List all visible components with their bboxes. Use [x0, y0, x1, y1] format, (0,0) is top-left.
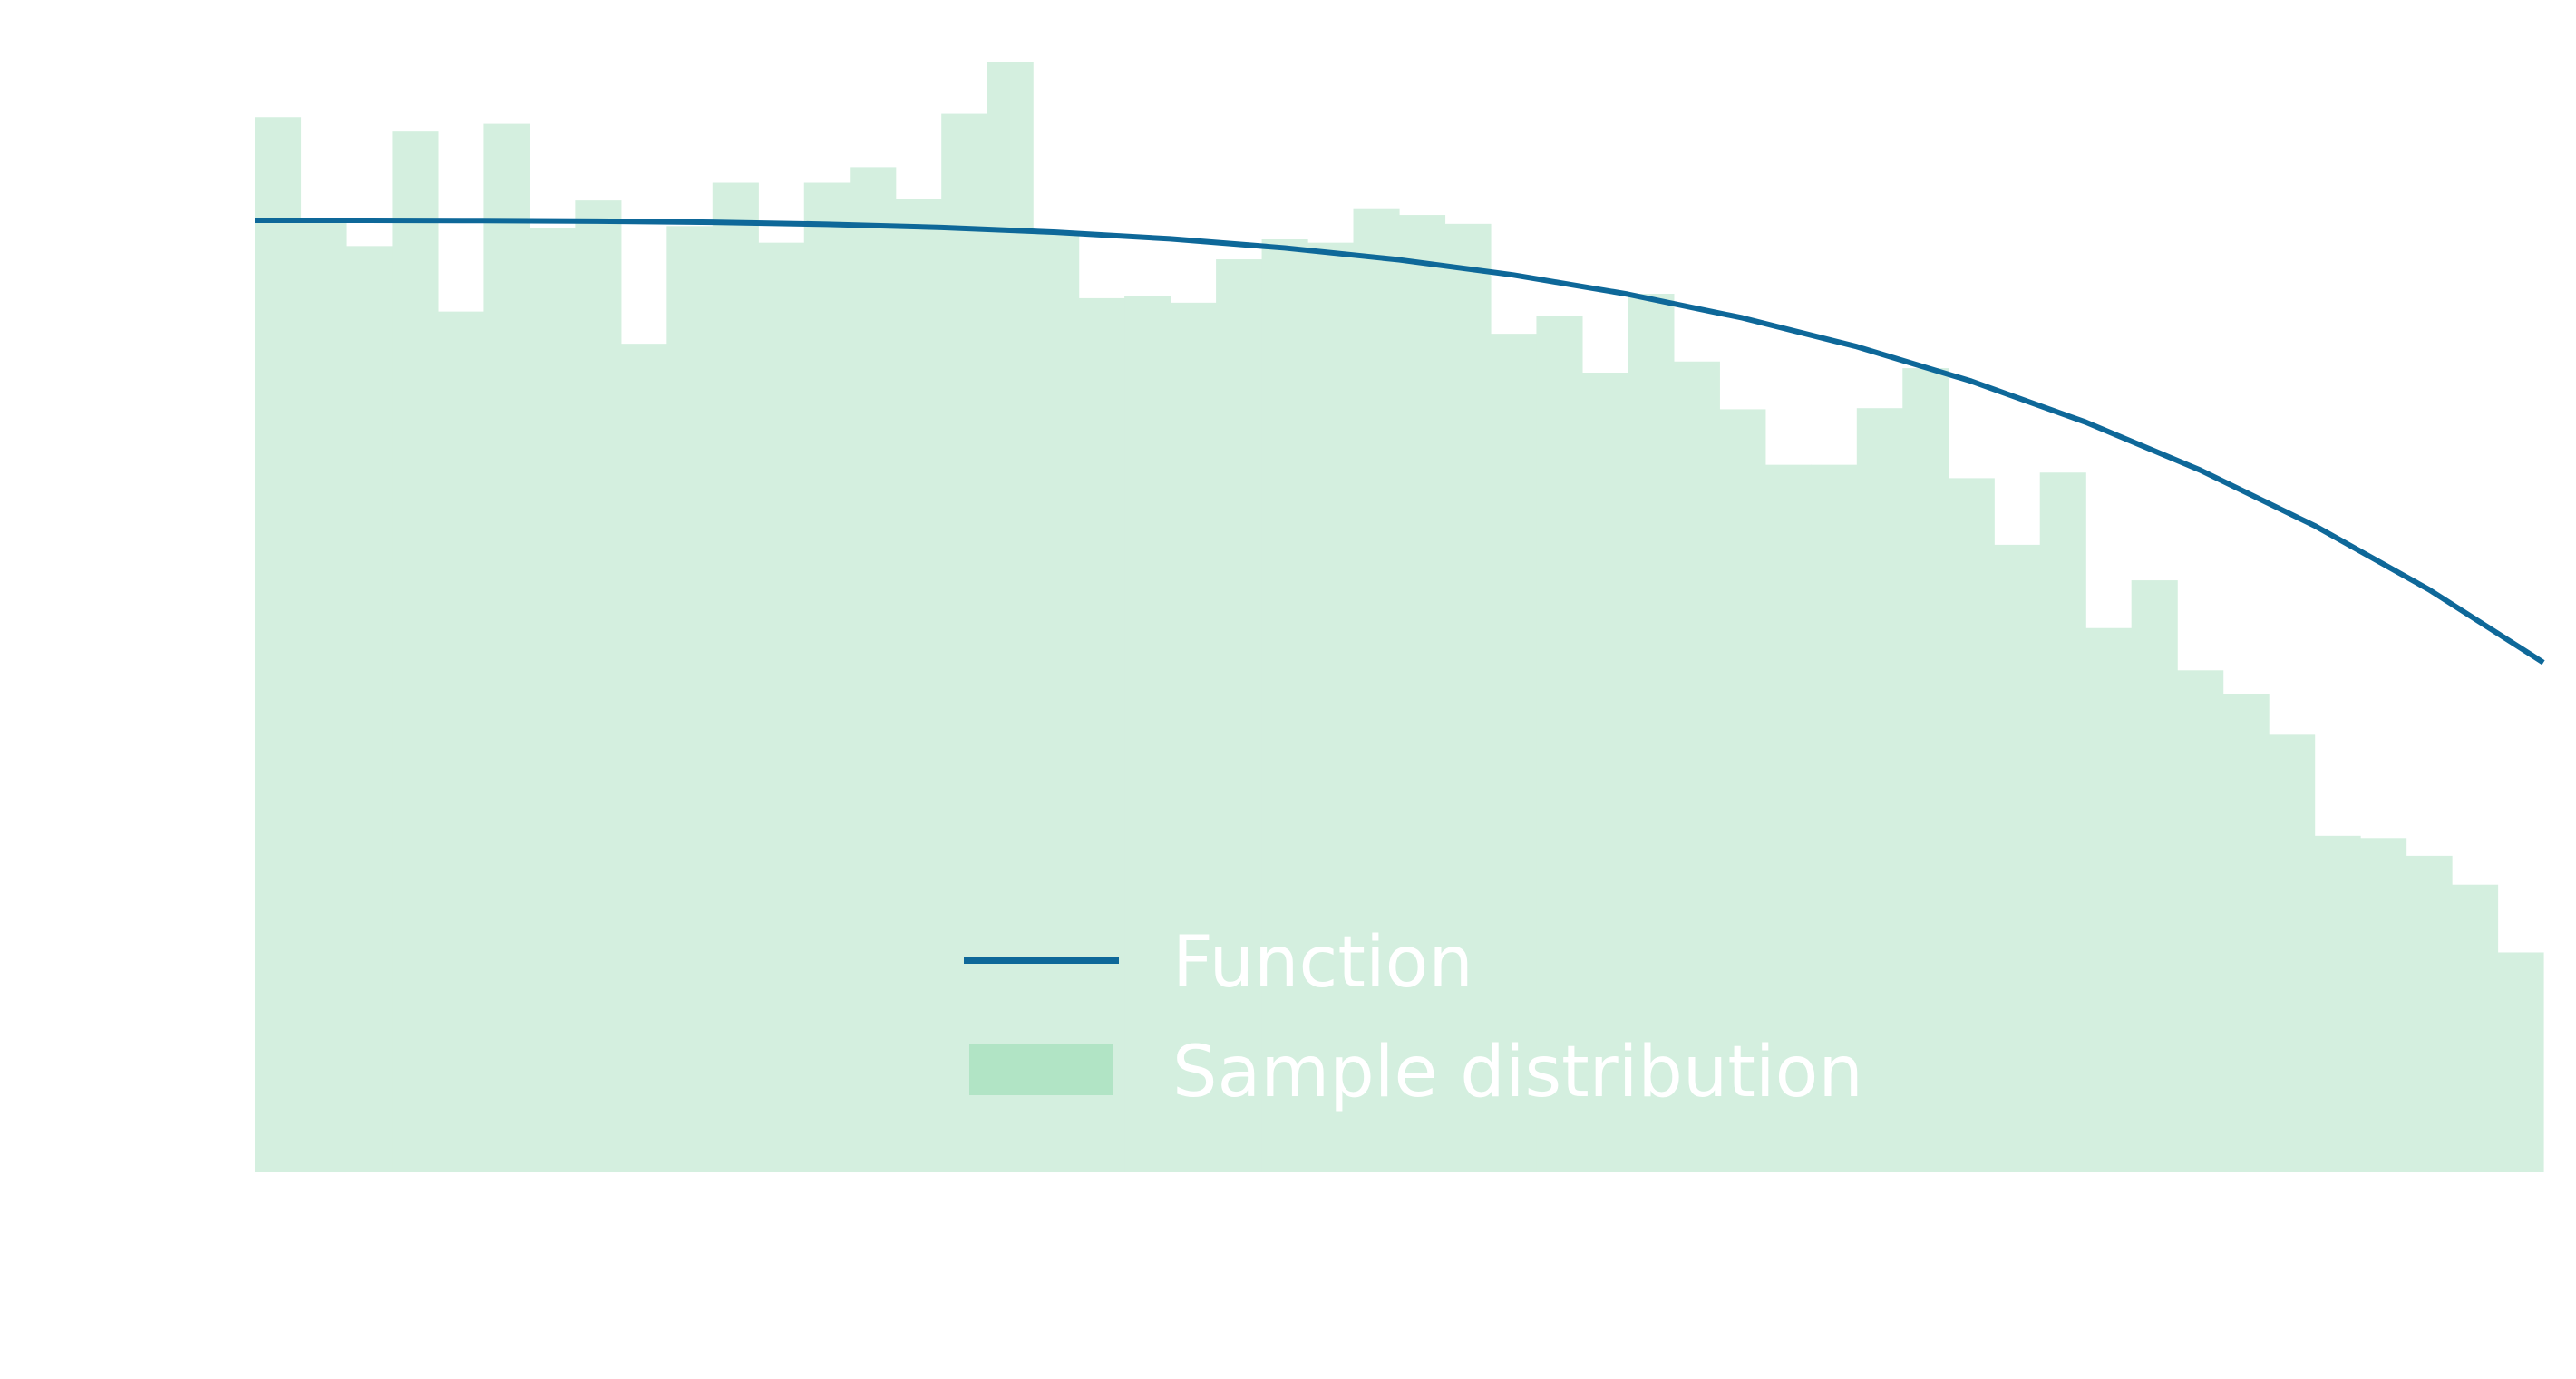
- histogram-bar: [1444, 223, 1492, 1173]
- histogram-bar: [300, 222, 347, 1173]
- histogram-bar: [1399, 215, 1446, 1172]
- histogram-bar: [2406, 855, 2453, 1173]
- histogram-bar: [1673, 361, 1720, 1172]
- histogram-bar: [2314, 835, 2361, 1172]
- histogram-bar: [1536, 316, 1583, 1172]
- histogram-bar: [255, 117, 302, 1172]
- histogram-bar: [1811, 464, 1858, 1172]
- histogram-bar: [1307, 242, 1355, 1172]
- histogram-bar: [895, 199, 942, 1172]
- legend: Function Sample distribution: [964, 922, 1863, 1113]
- histogram-bar: [1948, 478, 1995, 1173]
- legend-distribution-label: Sample distribution: [1172, 1032, 1863, 1113]
- histogram-bar: [483, 123, 530, 1173]
- histogram-bars: [255, 62, 2544, 1173]
- histogram-bar: [2177, 670, 2224, 1172]
- histogram-bar: [803, 182, 851, 1172]
- histogram-bar: [2039, 472, 2086, 1172]
- histogram-bar: [1902, 368, 1949, 1173]
- histogram-bar: [1856, 408, 1903, 1172]
- histogram-bar: [345, 246, 394, 1173]
- histogram-bar: [575, 200, 622, 1173]
- histogram-bar: [666, 226, 714, 1172]
- legend-function-label: Function: [1172, 922, 1473, 1004]
- histogram-bar: [1078, 297, 1125, 1172]
- histogram-bar: [2131, 580, 2178, 1172]
- histogram-bar: [2085, 627, 2133, 1172]
- histogram-bar: [1216, 259, 1263, 1172]
- histogram-bar: [1994, 544, 2041, 1172]
- histogram-bar: [2360, 838, 2407, 1172]
- histogram-bar: [712, 182, 759, 1172]
- histogram-bar: [2269, 734, 2316, 1172]
- histogram-bar: [987, 62, 1034, 1172]
- histogram-bar: [2222, 694, 2270, 1172]
- histogram-bar: [1581, 373, 1628, 1172]
- histogram-bar: [1033, 233, 1080, 1173]
- legend-distribution-swatch: [969, 1044, 1113, 1095]
- histogram-bar: [941, 113, 988, 1173]
- histogram-bar: [1719, 409, 1766, 1172]
- histogram-bar: [1490, 334, 1538, 1173]
- histogram-bar: [1124, 296, 1171, 1173]
- histogram-bar: [620, 344, 667, 1172]
- histogram-bar: [392, 131, 439, 1172]
- histogram-bar: [2497, 952, 2544, 1172]
- histogram-bar: [529, 228, 576, 1172]
- histogram-bar: [758, 242, 805, 1172]
- histogram-bar: [437, 311, 484, 1173]
- histogram-bar: [1353, 208, 1400, 1173]
- histogram-bar: [2452, 884, 2499, 1172]
- histogram-bar: [850, 167, 897, 1173]
- histogram-bar: [1764, 464, 1812, 1172]
- function-line: [255, 218, 2545, 665]
- histogram-bar: [1170, 302, 1217, 1172]
- histogram-bar: [1628, 294, 1675, 1172]
- histogram-bar: [1261, 239, 1308, 1172]
